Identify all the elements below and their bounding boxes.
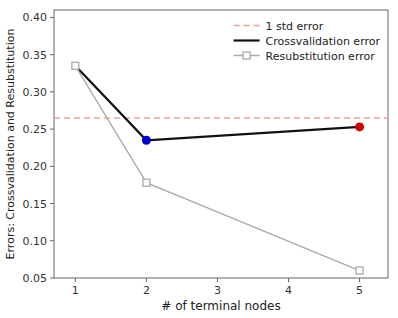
legend: 1 std error Crossvalidation error Resubsti… xyxy=(234,20,381,63)
y-tick xyxy=(50,278,54,279)
y-tick-label: 0.05 xyxy=(23,272,48,285)
y-tick xyxy=(50,129,54,130)
chart: 1 2 3 4 5 0.05 0.10 0.15 0.20 0.25 0.30 0.35 0.40 # o… xyxy=(0,0,398,318)
y-tick xyxy=(50,17,54,18)
legend-label: 1 std error xyxy=(266,20,324,33)
legend-label: Crossvalidation error xyxy=(266,35,381,48)
y-tick-label: 0.20 xyxy=(23,160,48,173)
plot-frame xyxy=(54,10,388,278)
legend-swatch xyxy=(234,25,260,27)
legend-marker xyxy=(243,52,250,59)
y-tick-label: 0.35 xyxy=(23,49,48,62)
y-tick-label: 0.10 xyxy=(23,235,48,248)
y-tick-label: 0.25 xyxy=(23,123,48,136)
highlight-point xyxy=(142,136,151,145)
series-marker xyxy=(143,179,150,186)
y-tick-label: 0.40 xyxy=(23,11,48,24)
y-tick xyxy=(50,54,54,55)
plot-area xyxy=(54,62,388,274)
x-tick xyxy=(146,278,147,282)
series-line xyxy=(75,66,359,271)
y-tick xyxy=(50,240,54,241)
y-tick-label: 0.15 xyxy=(23,198,48,211)
series-marker xyxy=(72,62,79,69)
series-marker xyxy=(356,267,363,274)
legend-swatch xyxy=(234,39,260,41)
y-tick xyxy=(50,166,54,167)
y-tick xyxy=(50,91,54,92)
y-tick-label: 0.30 xyxy=(23,86,48,99)
x-tick xyxy=(75,278,76,282)
x-tick-label: 4 xyxy=(285,284,292,297)
reference-line xyxy=(54,117,388,119)
x-tick-label: 2 xyxy=(143,284,150,297)
x-tick-label: 5 xyxy=(356,284,363,297)
x-tick-label: 1 xyxy=(72,284,79,297)
x-tick xyxy=(217,278,218,282)
x-tick xyxy=(359,278,360,282)
y-axis-label: Errors: Crossvalidation and Resubstituti… xyxy=(4,29,17,260)
y-tick xyxy=(50,203,54,204)
x-tick xyxy=(288,278,289,282)
legend-label: Resubstitution error xyxy=(266,50,376,63)
series-line xyxy=(75,66,359,140)
x-tick-label: 3 xyxy=(214,284,221,297)
highlight-point xyxy=(355,122,364,131)
x-axis-label: # of terminal nodes xyxy=(161,299,280,313)
